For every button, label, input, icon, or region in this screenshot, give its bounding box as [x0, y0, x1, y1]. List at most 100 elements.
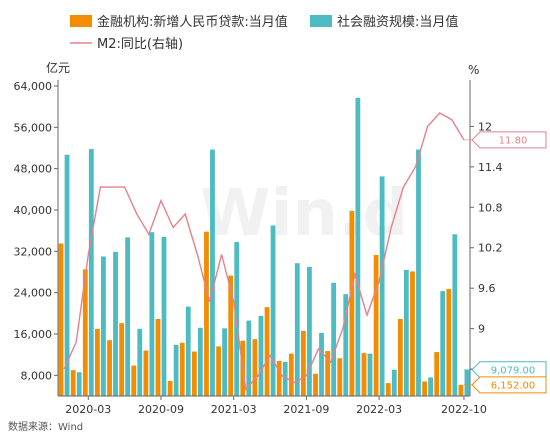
legend-label-loans: 金融机构:新增人民币贷款:当月值 — [97, 14, 288, 30]
bar-loans-2021-12 — [337, 358, 343, 396]
bar-afre-2022-04 — [391, 369, 397, 396]
y-right-tick-label: 10.2 — [478, 242, 503, 255]
y-right-tick-label: 9.6 — [478, 282, 496, 295]
bar-loans-2021-08 — [288, 353, 294, 396]
end-label-text: 11.80 — [499, 135, 528, 146]
end-label-box — [471, 376, 547, 394]
y-left-tick-label: 16,000 — [14, 328, 53, 341]
bar-loans-2020-08 — [143, 350, 149, 396]
x-tick-label: 2022-03 — [356, 403, 402, 416]
bar-loans-2022-10 — [458, 384, 464, 396]
bar-loans-2022-01 — [349, 211, 355, 396]
x-tick-label: 2020-09 — [138, 403, 184, 416]
y-left-tick-label: 56,000 — [14, 121, 53, 134]
bar-afre-2022-02 — [367, 353, 373, 396]
end-labels-layer: 11.80 9,079.00 6,152.00 — [463, 131, 547, 394]
bar-loans-2020-02 — [70, 370, 76, 396]
bar-loans-2020-09 — [155, 319, 161, 396]
bar-afre-2022-06 — [416, 149, 421, 396]
end-label-text: 9,079.00 — [491, 365, 536, 376]
bar-afre-2021-02 — [222, 328, 227, 396]
bar-loans-2020-07 — [131, 365, 137, 396]
bar-afre-2021-05 — [258, 315, 264, 396]
bar-loans-2020-11 — [179, 342, 185, 396]
bar-afre-2020-12 — [197, 327, 203, 396]
legend: 金融机构:新增人民币贷款:当月值 社会融资规模:当月值 M2:同比(右轴) — [70, 14, 458, 52]
bar-loans-2020-12 — [191, 351, 197, 396]
y-left-tick-label: 40,000 — [14, 204, 53, 217]
bar-afre-2022-08 — [440, 291, 446, 396]
y-right-unit: % — [468, 63, 479, 77]
y-right-tick-label: 9 — [478, 323, 485, 336]
bar-loans-2022-09 — [446, 289, 452, 396]
bar-afre-2020-11 — [185, 306, 191, 396]
bar-loans-2022-02 — [361, 353, 367, 396]
y-left-tick-label: 32,000 — [14, 245, 53, 258]
bar-afre-2020-09 — [161, 236, 167, 396]
bar-loans-2022-05 — [397, 319, 403, 396]
bar-afre-2022-05 — [403, 269, 409, 396]
line-layer — [63, 112, 465, 391]
axes-layer — [57, 80, 471, 397]
bar-afre-2021-04 — [246, 320, 252, 396]
bar-loans-2021-10 — [313, 373, 318, 396]
bar-afre-2021-06 — [270, 225, 276, 396]
x-tick-label: 2021-09 — [283, 403, 329, 416]
bar-afre-2021-11 — [331, 282, 337, 396]
legend-swatch-afre — [310, 15, 332, 27]
bar-afre-2022-09 — [452, 234, 458, 396]
x-tick-label: 2022-10 — [441, 403, 487, 416]
bar-loans-2021-02 — [216, 346, 221, 396]
y-right-tick-label: 10.8 — [478, 201, 503, 214]
y-left-tick-label: 8,000 — [21, 369, 53, 382]
bar-afre-2020-06 — [125, 237, 131, 396]
bar-loans-2021-03 — [228, 275, 234, 396]
bar-loans-2020-10 — [167, 381, 173, 396]
end-label-box — [471, 361, 547, 379]
ticks-layer: 64,000 56,000 48,000 40,000 32,000 24,000 16,0… — [14, 80, 503, 416]
y-right-tick-label: 12 — [478, 120, 492, 133]
bar-afre-2020-07 — [137, 328, 143, 396]
bar-loans-2022-06 — [410, 271, 415, 396]
bar-loans-2020-01 — [58, 243, 64, 396]
series-line-m2 — [63, 112, 465, 391]
bar-afre-2020-08 — [149, 232, 155, 396]
bar-loans-2020-03 — [82, 269, 88, 396]
bar-afre-2020-01 — [64, 154, 70, 396]
bar-afre-2021-09 — [307, 266, 312, 396]
bar-loans-2020-04 — [95, 328, 100, 396]
bar-afre-2020-04 — [101, 256, 106, 396]
legend-label-afre: 社会融资规模:当月值 — [337, 14, 458, 30]
bar-loans-2020-05 — [107, 340, 112, 396]
bar-afre-2021-12 — [343, 294, 349, 396]
end-label-box — [471, 131, 547, 149]
bar-loans-2021-05 — [252, 339, 258, 396]
bar-afre-2021-10 — [319, 332, 324, 396]
bar-loans-2021-06 — [264, 307, 270, 396]
bar-afre-2022-01 — [355, 97, 361, 396]
bar-loans-2021-09 — [301, 330, 306, 396]
end-label-text: 6,152.00 — [491, 380, 536, 391]
bar-loans-2022-04 — [385, 383, 391, 396]
y-left-tick-label: 48,000 — [14, 163, 53, 176]
watermark: Win.d — [200, 177, 408, 251]
bar-afre-2022-10 — [464, 369, 470, 396]
y-left-tick-label: 24,000 — [14, 287, 53, 300]
source-note: 数据来源：Wind — [8, 420, 83, 433]
bar-loans-2020-06 — [119, 323, 125, 396]
x-tick-label: 2020-03 — [65, 403, 111, 416]
bar-loans-2022-07 — [422, 381, 427, 396]
bar-afre-2022-07 — [428, 377, 433, 396]
bar-afre-2021-08 — [294, 263, 300, 396]
bar-afre-2020-10 — [173, 344, 179, 396]
legend-label-m2: M2:同比(右轴) — [97, 37, 183, 52]
y-left-unit: 亿元 — [46, 60, 70, 75]
bar-afre-2021-01 — [210, 149, 215, 396]
bar-afre-2020-05 — [113, 251, 118, 396]
bar-loans-2022-03 — [373, 254, 379, 396]
bar-loans-2022-08 — [434, 352, 440, 396]
bar-afre-2022-03 — [379, 176, 385, 396]
bar-afre-2020-03 — [88, 149, 94, 396]
y-left-tick-label: 64,000 — [14, 80, 53, 93]
